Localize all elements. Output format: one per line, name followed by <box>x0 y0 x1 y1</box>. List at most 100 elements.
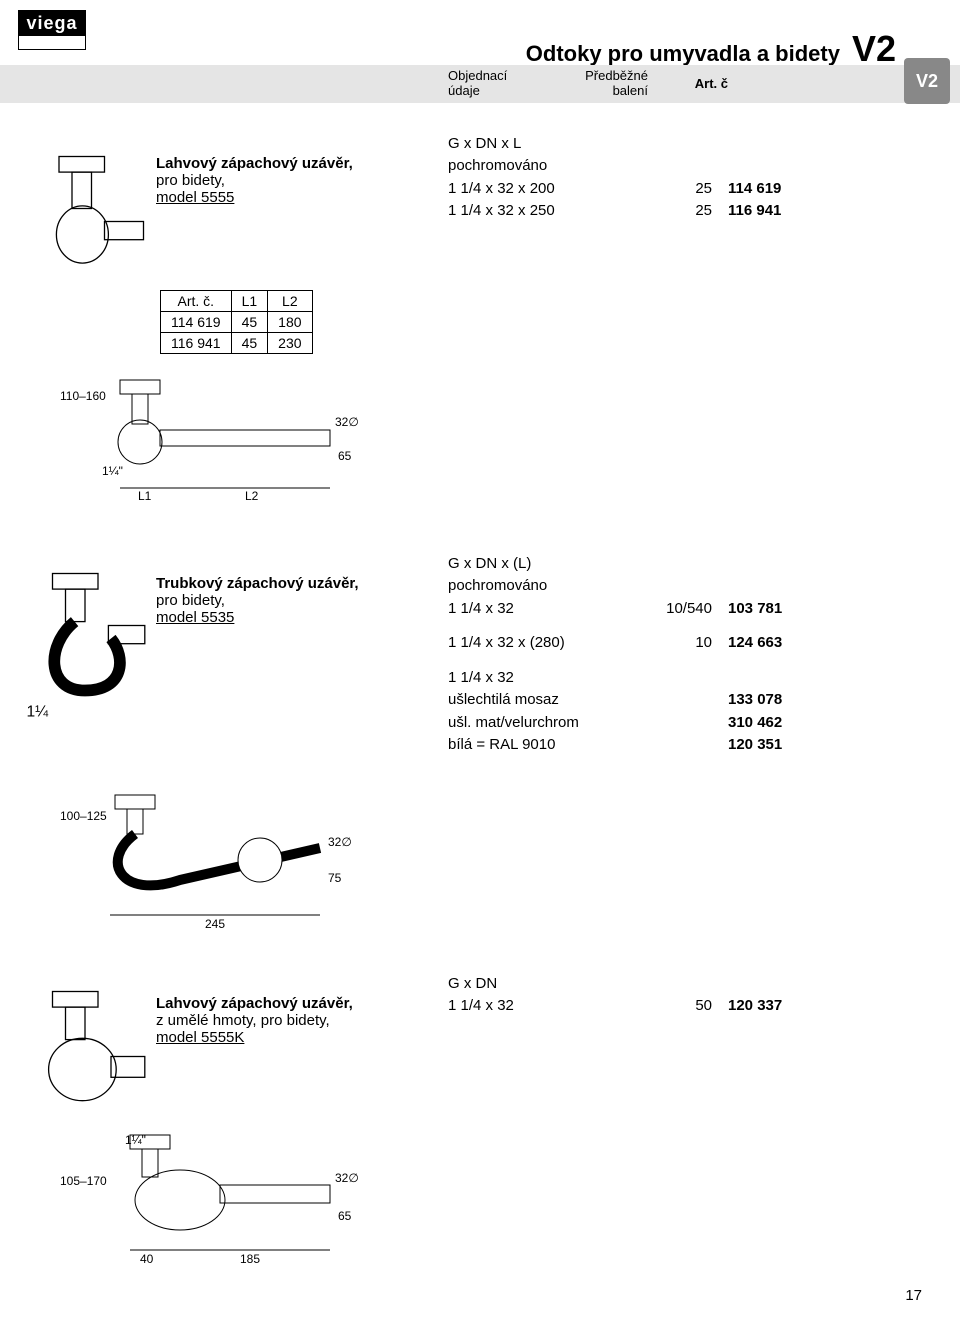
cell: 133 078 <box>728 689 818 712</box>
svg-text:1¼": 1¼" <box>125 1133 146 1147</box>
data-row-3a: 1 1/4 x 32 50 120 337 <box>448 995 878 1018</box>
cell: 45 <box>231 312 268 333</box>
product-desc-3: Lahvový zápachový uzávěr, z umělé hmoty,… <box>156 995 436 1046</box>
table-row: 114 619 45 180 <box>161 312 313 333</box>
prod-sub-1: pro bidety, <box>156 172 436 189</box>
svg-text:110–160: 110–160 <box>60 389 106 403</box>
product-data-1: pochromováno 1 1/4 x 32 x 200 25 114 619… <box>448 155 878 223</box>
cell: 120 337 <box>728 995 818 1018</box>
extra-head-2: 1 1/4 x 32 <box>448 667 878 690</box>
svg-text:185: 185 <box>240 1252 260 1266</box>
prod-title-3: Lahvový zápachový uzávěr, <box>156 995 436 1012</box>
svg-text:65: 65 <box>338 449 352 463</box>
section-code: V2 <box>852 28 896 70</box>
cell: 1 1/4 x 32 <box>448 667 648 690</box>
svg-text:105–170: 105–170 <box>60 1174 107 1188</box>
dim-head-text-3: G x DN <box>448 975 878 992</box>
cell: 103 781 <box>728 598 818 621</box>
finish-row-1: pochromováno <box>448 155 878 178</box>
cell: 230 <box>268 333 312 354</box>
page-title: Odtoky pro umyvadla a bidety <box>526 41 840 67</box>
header-col-art: Art. č <box>648 77 728 92</box>
drawing-5555k-dim: 1¼" 105–170 32∅ 65 40 185 <box>60 1130 360 1270</box>
cell: 50 <box>648 995 728 1018</box>
svg-text:1¼: 1¼ <box>27 704 50 721</box>
data-row-1b: 1 1/4 x 32 x 250 25 116 941 <box>448 200 878 223</box>
header-col-objednaci: Objednací údaje <box>448 69 548 99</box>
cell: Art. č. <box>161 291 232 312</box>
cell: 1 1/4 x 32 <box>448 995 648 1018</box>
svg-text:L2: L2 <box>245 489 259 500</box>
dim-head-2: G x DN x (L) <box>448 555 878 576</box>
cell: bílá = RAL 9010 <box>448 734 648 757</box>
header-col1-l1: Objednací <box>448 69 548 84</box>
header-col1-l2: údaje <box>448 84 548 99</box>
cell: 310 462 <box>728 712 818 735</box>
product-data-3: 1 1/4 x 32 50 120 337 <box>448 995 878 1018</box>
product-desc-1: Lahvový zápachový uzávěr, pro bidety, mo… <box>156 155 436 206</box>
svg-text:245: 245 <box>205 917 225 930</box>
svg-text:40: 40 <box>140 1252 154 1266</box>
product-desc-2: Trubkový zápachový uzávěr, pro bidety, m… <box>156 575 436 626</box>
drawing-5555k-iso <box>20 985 150 1115</box>
finish-row-2: pochromováno <box>448 575 878 598</box>
drawing-5555-dim: 110–160 1¼" 32∅ 65 L1 L2 <box>60 370 360 500</box>
cell: 25 <box>648 200 728 223</box>
dim-head-text-2: G x DN x (L) <box>448 555 878 572</box>
column-header-bar: Objednací údaje Předběžné balení Art. č <box>0 65 960 103</box>
cell: 114 619 <box>161 312 232 333</box>
cell: L2 <box>268 291 312 312</box>
finish-1: pochromováno <box>448 155 648 178</box>
prod-model-2: model 5535 <box>156 609 436 626</box>
cell: 180 <box>268 312 312 333</box>
product-data-2: pochromováno 1 1/4 x 32 10/540 103 781 1… <box>448 575 878 757</box>
svg-text:32∅: 32∅ <box>335 1171 359 1185</box>
cell: 1 1/4 x 32 x 200 <box>448 178 648 201</box>
cell: 116 941 <box>728 200 818 223</box>
cell: 10 <box>648 632 728 655</box>
prod-model-1: model 5555 <box>156 189 436 206</box>
drawing-5535-dim: 100–125 32∅ 75 245 <box>60 790 360 930</box>
extra-2c: bílá = RAL 9010 120 351 <box>448 734 878 757</box>
header-col2-l1: Předběžné <box>548 69 648 84</box>
cell: 10/540 <box>648 598 728 621</box>
mini-table-wrap: Art. č. L1 L2 114 619 45 180 116 941 45 … <box>0 290 313 354</box>
cell: 120 351 <box>728 734 818 757</box>
data-row-2a: 1 1/4 x 32 10/540 103 781 <box>448 598 878 621</box>
cell: ušlechtilá mosaz <box>448 689 648 712</box>
prod-sub-2: pro bidety, <box>156 592 436 609</box>
prod-model-3: model 5555K <box>156 1029 436 1046</box>
cell: 114 619 <box>728 178 818 201</box>
page-number: 17 <box>905 1287 922 1304</box>
svg-text:100–125: 100–125 <box>60 809 107 823</box>
drawing-5555-iso <box>20 150 150 280</box>
cell: 45 <box>231 333 268 354</box>
dim-head-3: G x DN <box>448 975 878 996</box>
dim-head-1: G x DN x L <box>448 135 878 156</box>
prod-title-1: Lahvový zápachový uzávěr, <box>156 155 436 172</box>
cell: 116 941 <box>161 333 232 354</box>
page-title-row: Odtoky pro umyvadla a bidety V2 <box>0 28 960 70</box>
header-col2-l2: balení <box>548 84 648 99</box>
header-col-baleni: Předběžné balení <box>548 69 648 99</box>
cell: 1 1/4 x 32 <box>448 598 648 621</box>
cell: 124 663 <box>728 632 818 655</box>
svg-text:75: 75 <box>328 871 342 885</box>
data-row-1a: 1 1/4 x 32 x 200 25 114 619 <box>448 178 878 201</box>
svg-text:65: 65 <box>338 1209 352 1223</box>
cell: ušl. mat/velurchrom <box>448 712 648 735</box>
mini-dimension-table: Art. č. L1 L2 114 619 45 180 116 941 45 … <box>160 290 313 354</box>
drawing-5535-iso: 1¼ <box>20 565 150 725</box>
table-row: 116 941 45 230 <box>161 333 313 354</box>
extra-2a: ušlechtilá mosaz 133 078 <box>448 689 878 712</box>
cell: 1 1/4 x 32 x (280) <box>448 632 648 655</box>
table-row: Art. č. L1 L2 <box>161 291 313 312</box>
svg-text:1¼": 1¼" <box>102 464 123 478</box>
finish-2: pochromováno <box>448 575 648 598</box>
svg-text:32∅: 32∅ <box>328 835 352 849</box>
svg-text:L1: L1 <box>138 489 152 500</box>
cell: L1 <box>231 291 268 312</box>
svg-text:32∅: 32∅ <box>335 415 359 429</box>
data-row-2b: 1 1/4 x 32 x (280) 10 124 663 <box>448 632 878 655</box>
cell: 25 <box>648 178 728 201</box>
